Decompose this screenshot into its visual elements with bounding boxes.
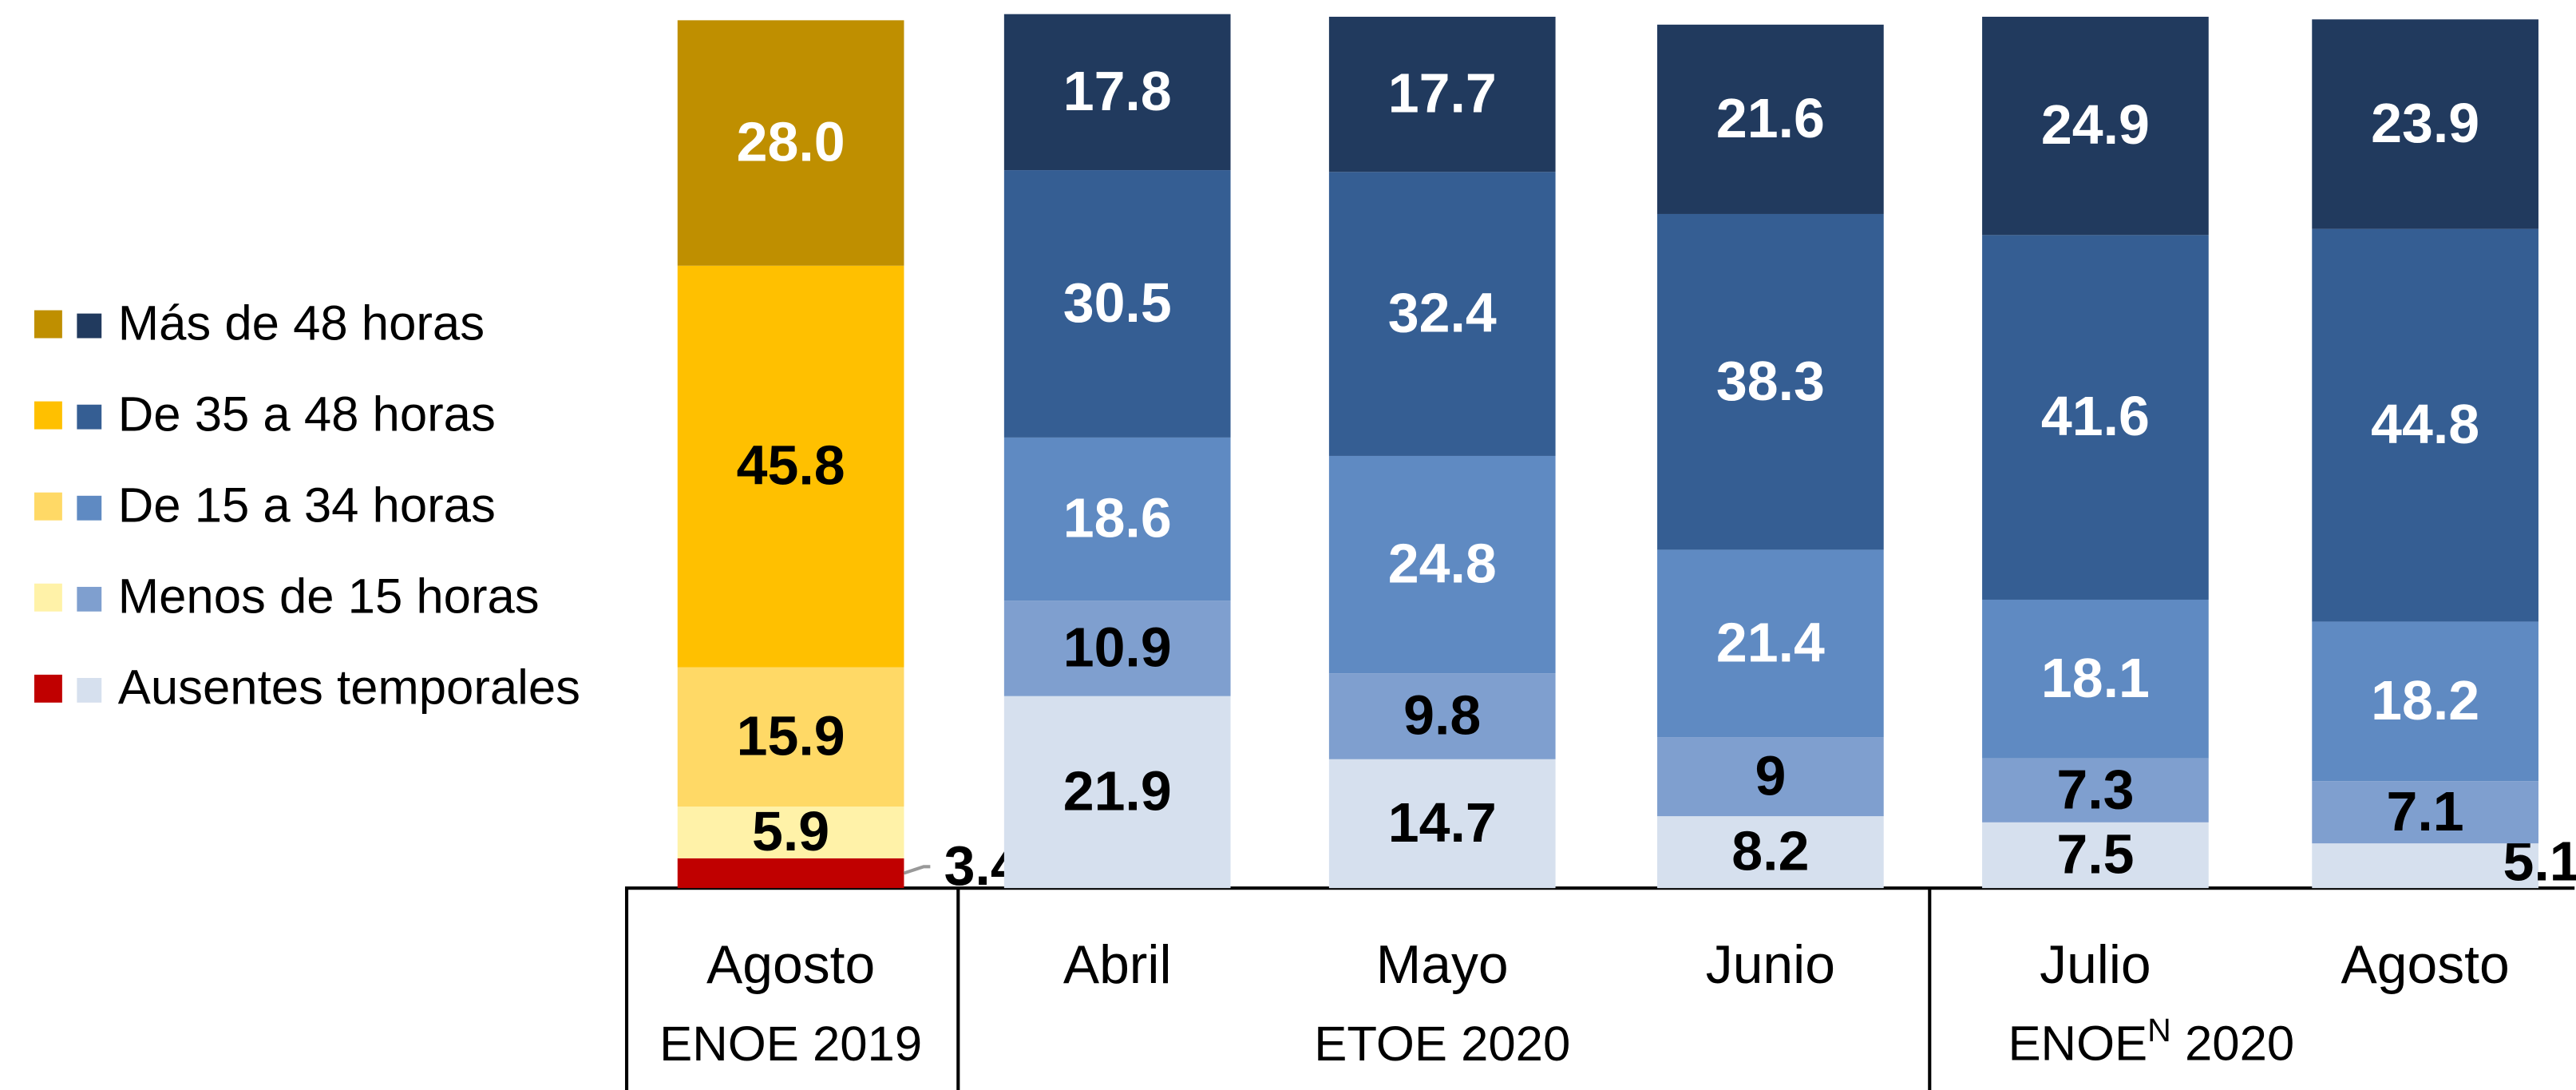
value-label: 17.8 [1063,60,1172,122]
value-label: 18.6 [1063,487,1172,549]
bar-segment [1657,737,1884,817]
bar-segment [2312,621,2538,782]
x-tick-label: Abril [1063,935,1172,995]
bar-segment [677,20,904,266]
value-label: 45.8 [737,434,845,497]
value-label: 41.6 [2041,385,2150,447]
value-label: 8.2 [1731,820,1809,882]
value-label: 7.3 [2056,758,2134,820]
legend-swatch [77,404,102,430]
value-label: 9.8 [1403,684,1481,747]
value-label: 30.5 [1063,272,1172,334]
legend-label: Ausentes temporales [118,660,580,715]
legend-swatch [77,678,102,703]
value-label: 32.4 [1388,282,1497,344]
bar-segment [1328,16,1556,172]
bar-segment [677,265,904,668]
group-label-main: ENOE [2008,1017,2147,1072]
bar-segment [1328,172,1556,456]
x-tick-label: Agosto [706,935,875,995]
bar-segment [1657,816,1884,889]
bar-segment [677,667,904,807]
group-label: ENOEN 2020 [2008,1012,2294,1072]
bar-segment [1328,455,1556,674]
group-label: ETOE 2020 [1314,1017,1570,1072]
value-label: 10.9 [1063,616,1172,678]
bar-segment [1982,16,2209,236]
legend-label: Más de 48 horas [118,295,485,351]
bar-segment [1003,170,1231,438]
value-label: 15.9 [737,704,845,767]
value-label: 17.7 [1388,62,1497,125]
legend-swatch [77,495,102,521]
legend-swatch [34,492,62,521]
value-label: 24.9 [2041,93,2150,156]
value-label: 18.2 [2371,669,2479,731]
x-tick-label: Mayo [1376,935,1509,995]
group-label-superscript: N [2147,1012,2171,1048]
value-label: 18.1 [2041,647,2150,709]
bar-segment [1982,758,2209,822]
bar-segment [1003,600,1231,696]
legend-swatch [34,674,62,703]
bar-segment [1982,599,2209,759]
legend-label: Menos de 15 horas [118,569,540,624]
bar-segment [1982,235,2209,600]
value-label: 7.1 [2387,780,2464,842]
value-label: 23.9 [2371,92,2479,154]
x-tick-label: Junio [1706,935,1835,995]
legend-label: De 15 a 34 horas [118,478,496,533]
bar-segment [1657,549,1884,738]
bar-segment [1328,673,1556,759]
value-label: 21.4 [1716,611,1825,673]
x-tick-label: Agosto [2341,935,2510,995]
value-label: 21.6 [1716,87,1825,149]
leader-line [903,865,931,875]
bar-segment [1328,759,1556,889]
bar-segment [1657,213,1884,550]
value-label: 9 [1755,744,1786,807]
legend-swatch [34,310,62,339]
bar-segment [1657,24,1884,214]
bar-segment [2312,781,2538,844]
bar-segment [2312,19,2538,229]
legend-swatch [77,313,102,339]
legend-swatch [34,583,62,612]
value-label: 38.3 [1716,350,1825,412]
table-frame [624,886,2575,1090]
x-tick-label: Julio [2040,935,2151,995]
bar-segment [677,858,904,889]
value-label: 28.0 [737,111,845,173]
legend-swatch [34,401,62,430]
bar-segment [1982,822,2209,889]
bar-segment [1003,14,1231,171]
bar-segment [2312,843,2538,889]
bar-segment [677,807,904,858]
legend-label: De 35 a 48 horas [118,386,496,442]
bar-segment [1003,696,1231,889]
bar-segment [2312,228,2538,622]
value-label: 5.9 [752,800,829,862]
group-label: ENOE 2019 [659,1017,922,1072]
value-label: 24.8 [1388,533,1497,595]
bar-segment [1003,437,1231,601]
value-label: 7.5 [2056,823,2134,886]
value-label: 21.9 [1063,760,1172,822]
value-label: 44.8 [2371,393,2479,455]
value-label: 14.7 [1388,791,1497,854]
legend-swatch [77,586,102,612]
group-label-suffix: 2020 [2171,1017,2294,1072]
